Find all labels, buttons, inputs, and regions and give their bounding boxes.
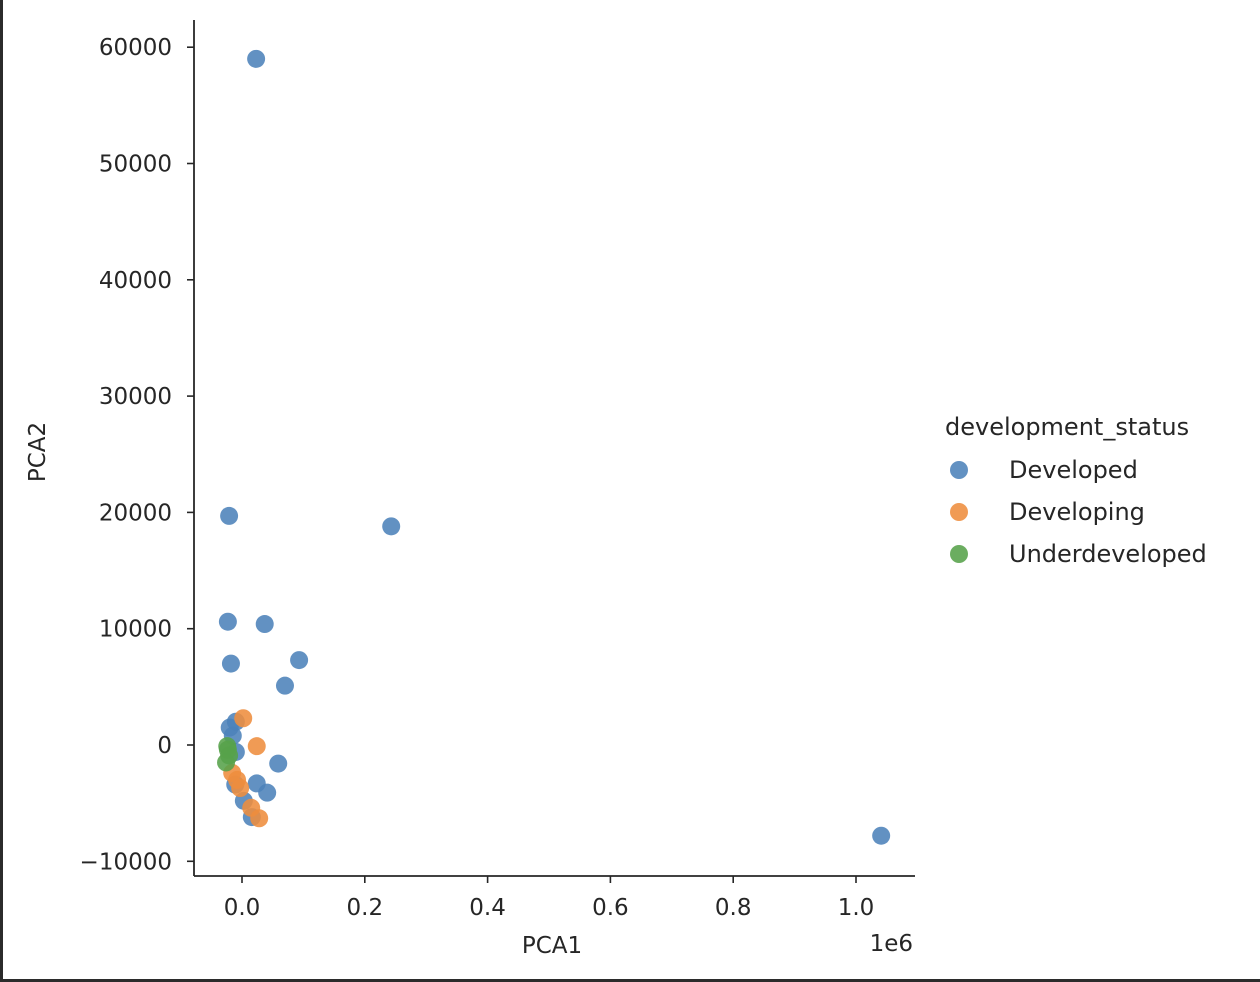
data-point-developing	[247, 737, 266, 756]
y-tick-label: 10000	[99, 617, 172, 643]
x-axis-label: PCA1	[522, 933, 582, 959]
y-tick-label: 20000	[99, 500, 172, 526]
data-point-developed	[258, 783, 277, 802]
x-tick-label: 0.6	[592, 895, 629, 921]
data-point-developed	[220, 506, 239, 525]
y-tick-label: 30000	[99, 384, 172, 410]
y-tick-label: 60000	[99, 35, 172, 61]
x-axis-offset-label: 1e6	[870, 931, 913, 957]
data-point-developed	[221, 654, 240, 673]
x-tick-label: 0.0	[224, 895, 261, 921]
x-tick-label: 0.8	[715, 895, 752, 921]
data-point-developed	[290, 651, 309, 670]
data-point-underdeveloped	[218, 740, 237, 759]
data-point-developed	[275, 676, 294, 695]
series-underdeveloped	[217, 737, 239, 772]
points-layer	[217, 49, 891, 845]
data-point-developing	[231, 779, 250, 798]
y-ticks: −10000 0 10000 20000 30000 40000 50000 60000	[80, 35, 194, 875]
y-tick-label: −10000	[80, 849, 172, 875]
y-tick-label: 0	[157, 733, 172, 759]
x-tick-label: 1.0	[838, 895, 875, 921]
y-axis-label: PCA2	[25, 422, 51, 482]
legend: development_status Developed Developing Un…	[945, 413, 1207, 568]
data-point-developed	[382, 517, 401, 536]
data-point-developing	[234, 709, 253, 728]
series-developing	[223, 709, 269, 828]
y-tick-label: 40000	[99, 268, 172, 294]
data-point-developed	[255, 615, 274, 634]
data-point-developed	[269, 754, 288, 773]
legend-marker-developed	[950, 461, 968, 479]
data-point-developed	[872, 826, 891, 845]
window-left-border	[0, 0, 3, 982]
legend-marker-underdeveloped	[950, 545, 968, 563]
x-tick-label: 0.2	[347, 895, 384, 921]
legend-entries: Developed Developing Underdeveloped	[950, 456, 1207, 568]
window-bottom-border	[0, 979, 1260, 982]
x-ticks: 0.0 0.2 0.4 0.6 0.8 1.0	[224, 876, 875, 921]
x-tick-label: 0.4	[469, 895, 506, 921]
data-point-developed	[218, 612, 237, 631]
legend-marker-developing	[950, 503, 968, 521]
series-developed	[218, 49, 891, 845]
y-tick-label: 50000	[99, 152, 172, 178]
data-point-developing	[250, 809, 269, 828]
data-point-developed	[247, 49, 266, 68]
legend-label-developed: Developed	[1009, 456, 1138, 484]
legend-title: development_status	[945, 413, 1189, 441]
legend-label-underdeveloped: Underdeveloped	[1009, 540, 1207, 568]
legend-label-developing: Developing	[1009, 498, 1145, 526]
